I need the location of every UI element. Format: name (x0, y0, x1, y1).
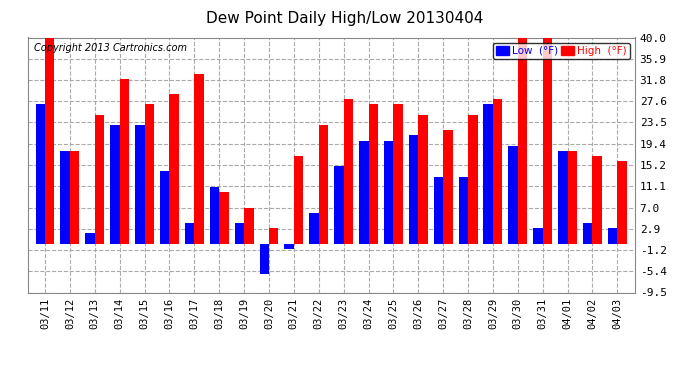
Bar (95, 115, 104, 243)
Bar (409, 135, 418, 243)
Bar (284, 243, 294, 249)
Text: Dew Point Daily High/Low 20130404: Dew Point Daily High/Low 20130404 (206, 11, 484, 26)
Bar (384, 141, 393, 243)
Bar (110, 125, 119, 243)
Bar (135, 125, 145, 243)
Bar (119, 79, 129, 243)
Bar (418, 115, 428, 243)
Text: Copyright 2013 Cartronics.com: Copyright 2013 Cartronics.com (34, 43, 187, 52)
Bar (543, 38, 552, 243)
Bar (484, 105, 493, 243)
Bar (170, 94, 179, 243)
Bar (359, 141, 368, 243)
Bar (160, 171, 170, 243)
Bar (533, 228, 543, 243)
Bar (185, 223, 195, 243)
Bar (294, 156, 304, 243)
Bar (558, 151, 568, 243)
Bar (309, 213, 319, 243)
Bar (468, 115, 477, 243)
Bar (509, 146, 518, 243)
Bar (443, 130, 453, 243)
Bar (334, 166, 344, 243)
Bar (434, 177, 443, 243)
Bar (319, 125, 328, 243)
Bar (593, 156, 602, 243)
Bar (459, 177, 468, 243)
Bar (36, 105, 45, 243)
Bar (70, 151, 79, 243)
Bar (259, 243, 269, 274)
Bar (618, 161, 627, 243)
Bar (493, 99, 502, 243)
Bar (244, 207, 253, 243)
Bar (269, 228, 279, 243)
Bar (195, 74, 204, 243)
Legend: Low  (°F), High  (°F): Low (°F), High (°F) (493, 43, 629, 59)
Bar (235, 223, 244, 243)
Bar (608, 228, 618, 243)
Bar (344, 99, 353, 243)
Bar (145, 105, 154, 243)
Bar (518, 38, 527, 243)
Bar (86, 233, 95, 243)
Bar (368, 105, 378, 243)
Bar (219, 192, 228, 243)
Bar (568, 151, 577, 243)
Bar (583, 223, 593, 243)
Bar (45, 38, 55, 243)
Bar (393, 105, 403, 243)
Bar (210, 187, 219, 243)
Bar (61, 151, 70, 243)
